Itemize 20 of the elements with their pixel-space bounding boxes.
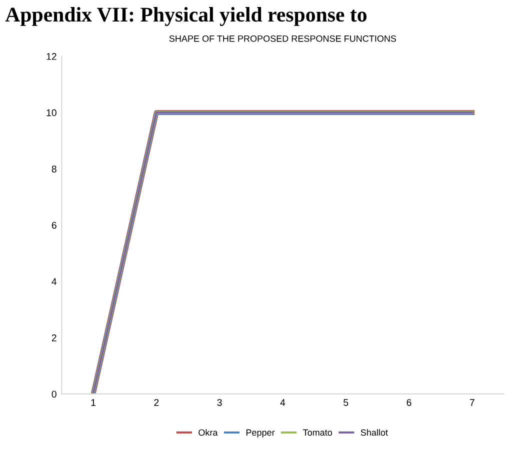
legend-label: Pepper [246,429,275,438]
x-tick-label: 6 [406,399,412,406]
x-tick-label: 2 [154,399,159,406]
legend-label: Shallot [360,429,388,436]
chart-subtitle: SHAPE OF THE PROPOSED RESPONSE FUNCTIONS [169,35,396,42]
x-tick-label: 5 [344,399,348,406]
chart-title: Appendix VII: Physical yield response to [5,7,366,26]
y-tick-label: 10 [46,109,56,116]
x-tick-label: 1 [91,399,96,406]
legend-label: Okra [198,429,218,436]
y-tick-label: 12 [46,53,56,60]
x-tick-label: 3 [217,399,222,406]
y-tick-label: 4 [52,278,57,285]
x-tick-label: 7 [470,399,474,406]
y-tick-label: 2 [52,334,56,342]
x-tick-label: 4 [280,399,286,406]
y-tick-label: 6 [52,222,56,229]
legend-label: Tomato [303,429,332,436]
y-tick-label: 8 [52,166,56,172]
y-tick-label: 0 [52,390,56,398]
